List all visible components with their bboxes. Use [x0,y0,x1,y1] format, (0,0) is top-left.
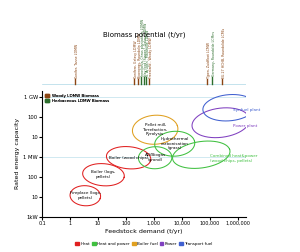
Text: Hydrothermal
carbonisation
(grass): Hydrothermal carbonisation (grass) [160,137,189,150]
Text: Power plant: Power plant [233,124,258,128]
X-axis label: Feedstock demand (t/yr): Feedstock demand (t/yr) [105,229,183,234]
Text: Boiler (logs,
pellets): Boiler (logs, pellets) [91,170,116,179]
Y-axis label: Rated energy capacity: Rated energy capacity [15,118,20,189]
Text: Tjpen, Zuidfloot LCMW: Tjpen, Zuidfloot LCMW [207,42,211,78]
Legend: Heat, Heat and power, Boiler fuel, Power, Transport fuel: Heat, Heat and power, Boiler fuel, Power… [74,240,214,247]
Legend: Woody LDMW Biomass, Herbaceous LDMW Biomass: Woody LDMW Biomass, Herbaceous LDMW Biom… [44,93,110,104]
Text: Boiler (wood chips): Boiler (wood chips) [109,156,148,160]
Text: AD/Biogas
(grond): AD/Biogas (grond) [145,153,166,162]
Text: Synfuel plant: Synfuel plant [233,108,261,112]
Text: S. Arugen - Matarullie LDMW: S. Arugen - Matarullie LDMW [146,30,150,76]
Text: Germany, Roundolde LCMns: Germany, Roundolde LCMns [212,31,216,76]
Text: Konifere, Galasy LDMW: Konifere, Galasy LDMW [134,41,138,78]
Title: Biomass potential (t/yr): Biomass potential (t/yr) [103,32,185,38]
Text: Fireplace (logs,
pellets): Fireplace (logs, pellets) [70,192,101,200]
Text: Konifer, Tanne LDMW: Konifer, Tanne LDMW [75,44,79,78]
Text: Freesland - Woody LDMW: Freesland - Woody LDMW [149,37,153,78]
Text: Combined heat&power
(wood chips, pellets): Combined heat&power (wood chips, pellets… [210,154,257,163]
Text: Innelionia, Citrus plantations LDMW: Innelionia, Citrus plantations LDMW [141,19,145,76]
Text: Bioenergy, Roundolin LDMW: Bioenergy, Roundolin LDMW [138,33,142,78]
Text: Hay food (Straws), Galasy LDMW: Hay food (Straws), Galasy LDMW [144,23,148,76]
Text: Pellet mill,
Torrefaction,
Pyrolysis: Pellet mill, Torrefaction, Pyrolysis [142,123,168,136]
Text: EU-27 HCHB, Roundolide LCMls: EU-27 HCHB, Roundolide LCMls [222,28,226,78]
